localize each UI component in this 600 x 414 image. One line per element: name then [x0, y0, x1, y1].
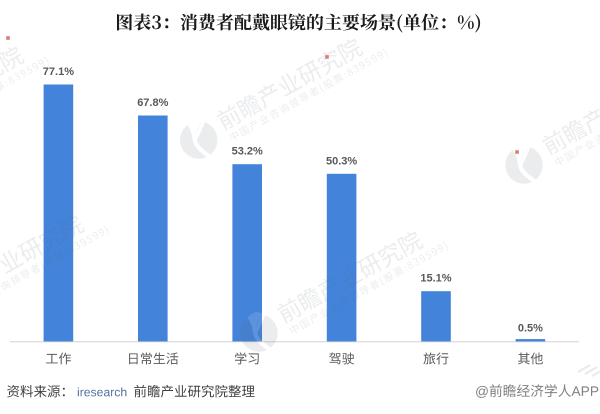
svg-text:50.3%: 50.3% — [326, 155, 357, 167]
svg-text:15.1%: 15.1% — [420, 273, 451, 285]
svg-text:67.8%: 67.8% — [137, 97, 168, 109]
svg-text:0.5%: 0.5% — [518, 322, 543, 334]
svg-text:77.1%: 77.1% — [43, 66, 74, 78]
svg-text:53.2%: 53.2% — [232, 146, 263, 158]
